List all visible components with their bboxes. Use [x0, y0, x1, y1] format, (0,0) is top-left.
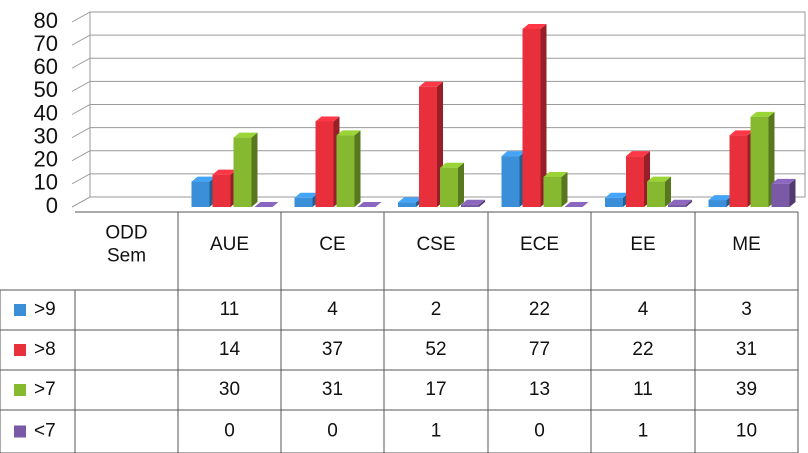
- legend-swatch: [14, 304, 26, 316]
- bar: [564, 202, 589, 207]
- data-label: 52: [425, 339, 446, 360]
- bar: [605, 192, 629, 207]
- data-label: 10: [736, 421, 757, 442]
- data-label: 1: [638, 421, 649, 442]
- y-tick-label: 10: [34, 170, 58, 195]
- grid-line: [71, 150, 805, 162]
- legend-label: >8: [34, 339, 56, 360]
- x-tick-label: ODD Sem: [105, 223, 147, 267]
- legend-swatch: [14, 425, 26, 438]
- bar: [315, 116, 340, 207]
- data-label: 22: [632, 339, 653, 360]
- bar: [522, 23, 547, 207]
- bar: [771, 178, 796, 207]
- data-label: 0: [224, 421, 235, 442]
- y-tick-label: 0: [46, 193, 58, 218]
- bar: [191, 176, 216, 207]
- grid-line: [71, 104, 805, 115]
- bar: [750, 111, 775, 207]
- data-label: 22: [529, 299, 550, 320]
- legend-label: >9: [34, 299, 56, 320]
- bar: [543, 171, 568, 207]
- x-tick-label: AUE: [210, 234, 249, 255]
- bar: [461, 199, 485, 207]
- grid-line: [71, 34, 805, 46]
- bar: [440, 162, 464, 207]
- bar: [212, 169, 237, 207]
- bar: [729, 130, 754, 207]
- data-label: 17: [425, 379, 446, 400]
- bar: [626, 151, 650, 207]
- bar: [336, 130, 361, 207]
- grid-line: [71, 80, 805, 92]
- y-tick-label: 30: [34, 123, 58, 148]
- bar: [233, 132, 258, 207]
- data-label: 31: [322, 379, 343, 400]
- data-label: 4: [638, 299, 649, 320]
- bar: [398, 197, 422, 207]
- legend-swatch: [14, 344, 26, 356]
- data-label: 0: [327, 421, 338, 442]
- grid-line: [71, 57, 805, 69]
- data-label: 14: [219, 339, 241, 360]
- bar: [501, 151, 526, 207]
- data-label: 31: [736, 339, 757, 360]
- bar: [668, 199, 692, 207]
- grid-line: [71, 11, 805, 23]
- x-tick-label: CE: [319, 234, 345, 255]
- y-tick-label: 80: [34, 8, 58, 33]
- bar: [647, 176, 671, 207]
- x-tick-label: EE: [630, 234, 655, 255]
- data-label: 13: [529, 379, 550, 400]
- y-tick-label: 40: [34, 100, 58, 125]
- data-label: 0: [534, 421, 545, 442]
- data-label: 2: [431, 299, 442, 320]
- bar: [357, 202, 382, 207]
- y-tick-label: 70: [34, 31, 58, 56]
- bar: [419, 81, 443, 207]
- y-tick-label: 50: [34, 77, 58, 102]
- data-label: 77: [529, 339, 550, 360]
- grid-line: [71, 127, 805, 139]
- x-tick-label: CSE: [416, 234, 455, 255]
- data-label: 3: [741, 299, 752, 320]
- data-label: 37: [322, 339, 343, 360]
- data-label: 11: [220, 299, 240, 320]
- data-label: 39: [736, 379, 757, 400]
- legend-label: <7: [34, 421, 56, 442]
- legend-swatch: [14, 384, 26, 396]
- legend-label: >7: [34, 379, 56, 400]
- x-tick-label: ECE: [520, 234, 559, 255]
- x-tick-label: ME: [732, 234, 761, 255]
- y-tick-label: 60: [34, 54, 58, 79]
- data-label: 1: [431, 421, 442, 442]
- data-label: 4: [327, 299, 338, 320]
- bar: [254, 202, 279, 207]
- y-tick-label: 20: [34, 147, 58, 172]
- data-label: 11: [633, 379, 653, 400]
- data-label: 30: [219, 379, 240, 400]
- bar: [294, 192, 319, 207]
